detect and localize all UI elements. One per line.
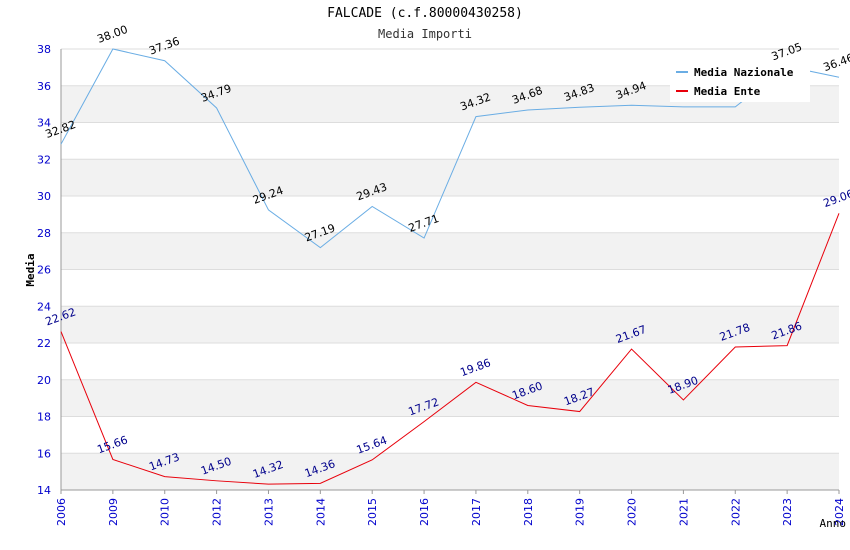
y-tick-label: 34 (37, 117, 51, 130)
plot-band (61, 453, 839, 490)
y-tick-label: 22 (37, 337, 51, 350)
legend-entry: Media Ente (694, 85, 761, 98)
y-tick-label: 28 (37, 227, 51, 240)
y-tick-label: 26 (37, 264, 51, 277)
y-tick-label: 32 (37, 153, 51, 166)
x-tick-label: 2020 (626, 498, 639, 526)
series-line-2 (60, 213, 840, 485)
plot-band (61, 379, 839, 417)
y-tick-label: 16 (37, 447, 51, 460)
x-tick-label: 2006 (55, 498, 68, 526)
x-tick-label: 2012 (211, 498, 224, 526)
plot-band (61, 306, 839, 343)
series-line-1 (60, 48, 840, 249)
data-label: 37.05 (770, 40, 804, 63)
legend-box (670, 60, 810, 102)
data-label: 27.71 (407, 212, 441, 235)
x-tick-label: 2021 (677, 498, 690, 526)
y-tick-label: 14 (37, 484, 51, 497)
x-tick-label: 2015 (366, 498, 379, 526)
y-tick-label: 38 (37, 43, 51, 56)
chart-subtitle: Media Importi (378, 27, 472, 41)
y-tick-label: 18 (37, 411, 51, 424)
x-tick-label: 2024 (833, 498, 846, 526)
x-tick-label: 2014 (314, 498, 327, 526)
data-label: 38.00 (95, 23, 129, 46)
x-tick-label: 2010 (159, 498, 172, 526)
x-tick-label: 2019 (574, 498, 587, 526)
x-tick-label: 2016 (418, 498, 431, 526)
x-tick-label: 2022 (729, 498, 742, 526)
legend-entry: Media Nazionale (694, 66, 794, 79)
x-tick-label: 2009 (107, 498, 120, 526)
x-axis-title: Anno (820, 517, 847, 530)
x-tick-label: 2017 (470, 498, 483, 526)
data-label: 37.36 (147, 35, 181, 58)
plot-band (61, 232, 839, 270)
y-tick-label: 30 (37, 190, 51, 203)
y-tick-label: 36 (37, 80, 51, 93)
chart-title: FALCADE (c.f.80000430258) (327, 6, 523, 21)
x-tick-label: 2018 (522, 498, 535, 526)
data-label: 19.86 (459, 356, 493, 379)
x-tick-label: 2023 (781, 498, 794, 526)
x-tick-label: 2013 (262, 498, 275, 526)
data-label: 36.46 (822, 51, 850, 74)
y-axis-title: Media (24, 253, 37, 286)
y-tick-label: 20 (37, 374, 51, 387)
y-tick-label: 24 (37, 300, 51, 313)
